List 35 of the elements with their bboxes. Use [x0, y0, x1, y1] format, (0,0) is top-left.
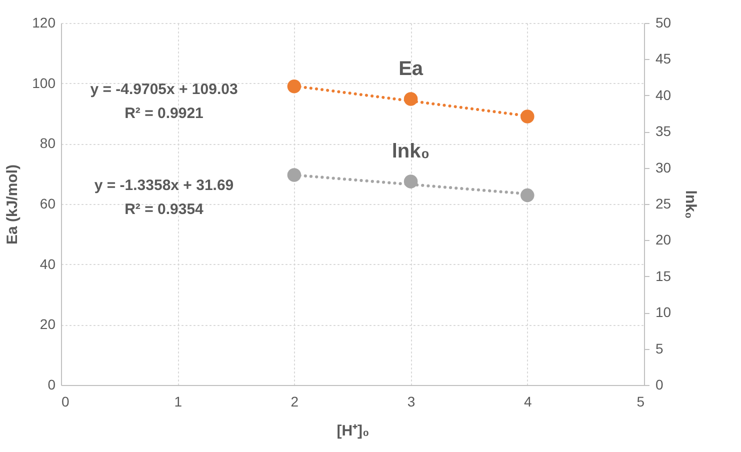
point [287, 79, 302, 94]
y-tick-label: 120 [32, 14, 56, 30]
point [287, 168, 302, 182]
y-tick-label: 0 [48, 376, 56, 392]
point [520, 188, 534, 202]
y2-tick-label: 15 [656, 268, 672, 284]
series-label: lnk₀ [392, 140, 430, 163]
y2-tick-label: 30 [656, 159, 672, 176]
y-tick-label: 60 [40, 196, 56, 212]
y2-axis-title: lnk₀ [682, 190, 700, 219]
x-tick-label: 5 [636, 394, 645, 410]
annotation: y = -1.3358x + 31.69 R² = 0.9354 [94, 177, 234, 218]
y2-tick-label: 0 [656, 376, 664, 392]
y-tick-label: 20 [40, 316, 56, 332]
y-tick-label: 40 [40, 256, 56, 272]
x-tick-label: 3 [407, 394, 416, 410]
y2-tick-label: 10 [656, 304, 672, 320]
y2-tick-label: 35 [656, 123, 672, 140]
x-tick-label: 1 [174, 394, 182, 410]
x-axis-title: [H⁺]₀ [336, 422, 370, 440]
y2-tick-label: 50 [656, 14, 672, 30]
y2-tick-label: 25 [656, 196, 672, 212]
x-tick-label: 4 [524, 394, 532, 410]
y-tick-label: 100 [32, 74, 56, 91]
x-tick-label: 2 [290, 394, 299, 410]
point [520, 110, 534, 124]
x-tick-label: 0 [62, 394, 70, 410]
y2-tick-label: 20 [656, 232, 672, 248]
y2-tick-label: 5 [656, 340, 664, 356]
annotation: y = -4.9705x + 109.03 R² = 0.9921 [90, 81, 238, 122]
y2-tick-label: 45 [656, 50, 672, 67]
y2-tick-label: 40 [656, 86, 672, 103]
y-axis-title: Ea (kJ/mol) [4, 164, 22, 245]
series-label: Ea [398, 58, 424, 80]
y-tick-label: 80 [40, 135, 56, 152]
